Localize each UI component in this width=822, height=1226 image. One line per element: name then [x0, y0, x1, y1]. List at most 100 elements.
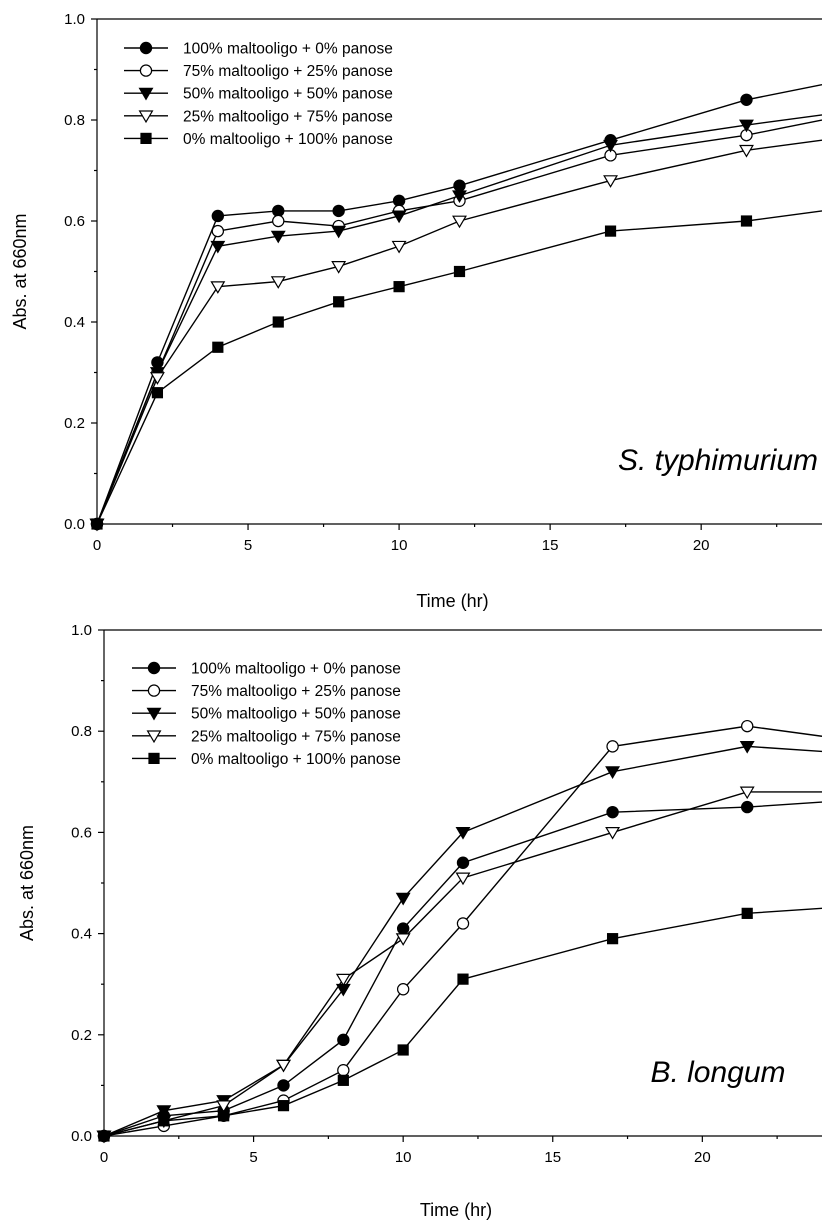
data-point — [210, 281, 226, 294]
legend-label: 100% maltooligo + 0% panose — [183, 41, 393, 58]
series-line — [103, 907, 822, 1137]
legend-label: 25% maltooligo + 75% panose — [191, 728, 401, 745]
series-5 — [98, 907, 822, 1142]
series-line — [96, 210, 822, 525]
data-point — [277, 1100, 290, 1112]
legend: 100% maltooligo + 0% panose 75% maltoolig… — [132, 661, 401, 768]
series-line — [96, 139, 822, 525]
legend-marker — [140, 132, 152, 144]
legend-item: 50% maltooligo + 50% panose — [124, 86, 393, 103]
legend-marker — [148, 752, 160, 765]
data-point — [741, 800, 754, 814]
legend-marker — [139, 64, 153, 77]
y-tick-label: 1.0 — [64, 11, 85, 28]
legend-marker — [147, 661, 161, 675]
data-point — [332, 204, 345, 218]
x-tick-label: 5 — [244, 537, 252, 554]
data-point — [211, 209, 225, 223]
legend: 100% maltooligo + 0% panose 75% maltoolig… — [124, 41, 393, 148]
legend-label: 75% maltooligo + 25% panose — [183, 63, 393, 80]
x-tick-label: 10 — [395, 1149, 412, 1166]
data-point — [604, 225, 617, 237]
series-line — [96, 119, 822, 525]
x-tick-label: 0 — [100, 1149, 108, 1166]
data-point — [606, 740, 619, 753]
data-point — [212, 341, 224, 353]
data-point — [453, 179, 466, 192]
data-point — [276, 1059, 291, 1073]
data-point — [272, 214, 285, 228]
data-point — [211, 224, 225, 238]
data-point — [739, 119, 754, 133]
data-point — [270, 230, 286, 244]
data-point — [740, 93, 753, 107]
legend-label: 75% maltooligo + 25% panose — [191, 683, 401, 700]
y-tick-label: 0.0 — [64, 516, 85, 533]
legend-marker — [138, 87, 154, 101]
legend-label: 100% maltooligo + 0% panose — [191, 661, 401, 678]
data-point — [393, 281, 405, 293]
legend-label: 50% maltooligo + 50% panose — [183, 86, 393, 103]
chart-panel-2: 0.0 0.2 0.4 0.6 0.8 1.0 0 5 10 15 20 Time (hr) Abs. … — [17, 622, 822, 1220]
y-axis-title: Abs. at 660nm — [17, 825, 37, 941]
data-point — [158, 1115, 170, 1127]
data-point — [603, 139, 618, 153]
data-point — [391, 240, 407, 254]
data-point — [98, 1130, 110, 1142]
x-axis-title: Time (hr) — [416, 591, 488, 611]
data-point — [396, 922, 410, 935]
data-point — [457, 973, 469, 985]
data-point — [452, 215, 467, 229]
legend-item: 100% maltooligo + 0% panose — [124, 41, 393, 58]
data-point — [149, 372, 165, 385]
y-tick-label: 0.4 — [64, 314, 85, 331]
legend-item: 75% maltooligo + 25% panose — [124, 63, 393, 80]
y-tick-label: 1.0 — [71, 622, 92, 639]
data-point — [739, 786, 755, 800]
data-point — [605, 766, 621, 779]
legend-item: 100% maltooligo + 0% panose — [132, 661, 401, 678]
data-point — [270, 276, 286, 289]
data-point — [395, 892, 411, 906]
y-tick-label: 0.6 — [64, 213, 85, 230]
series-line — [103, 725, 822, 1137]
data-point — [151, 387, 164, 399]
data-point — [331, 225, 347, 239]
data-point — [456, 917, 470, 930]
legend-marker — [139, 41, 153, 55]
data-point — [455, 872, 471, 886]
x-tick-label: 20 — [693, 537, 710, 554]
data-point — [397, 1044, 409, 1056]
data-point — [395, 933, 411, 946]
x-tick-label: 15 — [544, 1149, 561, 1166]
series-3 — [89, 114, 822, 532]
data-point — [396, 983, 410, 996]
x-tick-label: 15 — [542, 537, 559, 554]
data-point — [603, 175, 618, 188]
x-axis-title: Time (hr) — [420, 1200, 492, 1220]
y-tick-label: 0.2 — [71, 1027, 92, 1044]
legend-label: 25% maltooligo + 75% panose — [183, 108, 393, 125]
legend-marker — [146, 707, 162, 721]
x-tick-label: 5 — [249, 1149, 257, 1166]
y-tick-label: 0.4 — [71, 926, 92, 943]
x-tick-label: 0 — [93, 537, 101, 554]
x-tick-label: 10 — [391, 537, 408, 554]
data-point — [739, 740, 755, 754]
legend-label: 0% maltooligo + 100% panose — [191, 751, 401, 768]
y-tick-label: 0.0 — [71, 1128, 92, 1145]
data-point — [337, 1074, 349, 1086]
data-point — [606, 805, 619, 819]
legend-label: 0% maltooligo + 100% panose — [183, 131, 393, 148]
data-point — [333, 296, 345, 308]
data-point — [739, 144, 754, 158]
series-1 — [97, 800, 822, 1143]
y-tick-label: 0.8 — [71, 723, 92, 740]
data-point — [277, 1079, 290, 1092]
organism-label: S. typhimurium — [618, 444, 818, 477]
organism-label: B. longum — [650, 1056, 785, 1089]
x-tick-label: 20 — [694, 1149, 711, 1166]
series-line — [96, 114, 822, 525]
legend-marker — [146, 730, 162, 744]
